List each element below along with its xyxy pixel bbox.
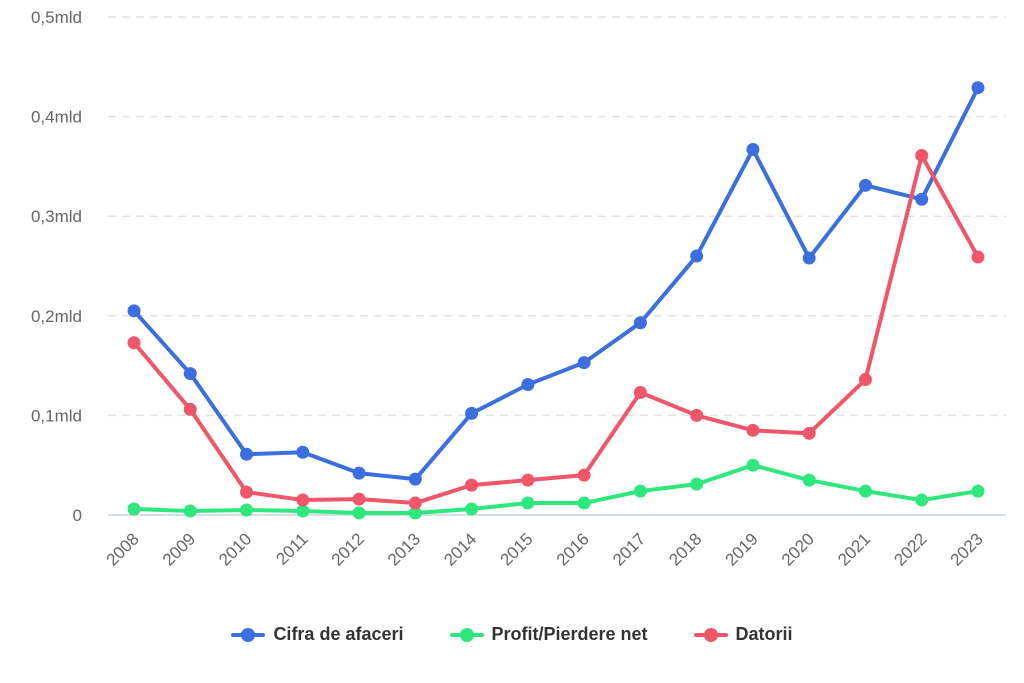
x-tick-label: 2019 xyxy=(722,529,762,569)
data-point[interactable] xyxy=(915,192,929,206)
data-point[interactable] xyxy=(240,447,254,461)
x-tick-label: 2021 xyxy=(834,529,874,569)
data-point[interactable] xyxy=(408,472,422,486)
data-point[interactable] xyxy=(746,458,760,472)
data-point[interactable] xyxy=(521,378,535,392)
series-line xyxy=(132,463,980,516)
y-tick-label: 0,5mld xyxy=(31,8,82,27)
data-point[interactable] xyxy=(240,503,254,517)
data-point[interactable] xyxy=(802,426,816,440)
data-point[interactable] xyxy=(127,336,141,350)
data-point[interactable] xyxy=(915,493,929,507)
data-point[interactable] xyxy=(802,473,816,487)
x-tick-label: 2009 xyxy=(159,529,199,569)
data-point[interactable] xyxy=(408,496,422,510)
y-tick-label: 0,2mld xyxy=(31,307,82,326)
x-tick-label: 2020 xyxy=(778,529,818,569)
data-point[interactable] xyxy=(802,251,816,265)
data-point[interactable] xyxy=(521,496,535,510)
series-datorii xyxy=(127,148,985,510)
x-tick-label: 2008 xyxy=(103,529,143,569)
data-point[interactable] xyxy=(240,485,254,499)
series-line xyxy=(132,153,980,506)
legend-label: Profit/Pierdere net xyxy=(491,624,648,644)
data-point[interactable] xyxy=(127,502,141,516)
data-point[interactable] xyxy=(296,493,310,507)
data-point[interactable] xyxy=(296,504,310,518)
data-point[interactable] xyxy=(746,142,760,156)
data-point[interactable] xyxy=(577,356,591,370)
legend-item[interactable]: Cifra de afaceri xyxy=(231,624,404,645)
data-point[interactable] xyxy=(465,406,479,420)
data-point[interactable] xyxy=(971,250,985,264)
x-tick-label: 2015 xyxy=(497,529,537,569)
x-tick-label: 2016 xyxy=(553,529,593,569)
legend-item[interactable]: Profit/Pierdere net xyxy=(449,624,648,645)
data-point[interactable] xyxy=(183,367,197,381)
x-tick-label: 2014 xyxy=(440,529,480,569)
grid-lines xyxy=(108,16,1006,516)
y-tick-label: 0,4mld xyxy=(31,108,82,127)
legend-label: Cifra de afaceri xyxy=(273,624,404,644)
data-point[interactable] xyxy=(633,484,647,498)
legend-item[interactable]: Datorii xyxy=(693,624,793,645)
data-point[interactable] xyxy=(296,445,310,459)
series-group xyxy=(127,81,985,520)
series-cifra-de-afaceri xyxy=(127,81,985,486)
x-axis-ticks: 2008 2009 2010 2011 2012 2013 2014 2015 2016 2017… xyxy=(103,529,987,569)
x-tick-label: 2012 xyxy=(328,529,368,569)
x-tick-label: 2023 xyxy=(947,529,987,569)
y-axis-ticks: 0 0,1mld 0,2mld 0,3mld 0,4mld 0,5mld xyxy=(31,8,82,525)
data-point[interactable] xyxy=(690,477,704,491)
legend: Cifra de afaceri Profit/Pierdere net Dator… xyxy=(0,624,1024,645)
data-point[interactable] xyxy=(633,385,647,399)
data-point[interactable] xyxy=(352,506,366,520)
x-tick-label: 2011 xyxy=(272,529,311,568)
x-tick-label: 2022 xyxy=(890,529,930,569)
data-point[interactable] xyxy=(465,502,479,516)
legend-marker-icon xyxy=(693,627,728,642)
x-tick-label: 2010 xyxy=(215,529,255,569)
series-profit-pierdere-net xyxy=(127,458,985,520)
data-point[interactable] xyxy=(858,373,872,387)
y-tick-label: 0 xyxy=(73,506,82,525)
data-point[interactable] xyxy=(183,402,197,416)
data-point[interactable] xyxy=(746,423,760,437)
legend-marker-icon xyxy=(231,627,266,642)
data-point[interactable] xyxy=(352,492,366,506)
data-point[interactable] xyxy=(690,249,704,263)
legend-marker-icon xyxy=(449,627,484,642)
y-tick-label: 0,1mld xyxy=(31,406,82,425)
data-point[interactable] xyxy=(183,504,197,518)
data-point[interactable] xyxy=(915,148,929,162)
y-tick-label: 0,3mld xyxy=(31,207,82,226)
data-point[interactable] xyxy=(465,478,479,492)
data-point[interactable] xyxy=(408,506,422,520)
data-point[interactable] xyxy=(690,408,704,422)
data-point[interactable] xyxy=(352,466,366,480)
x-tick-label: 2018 xyxy=(665,529,705,569)
data-point[interactable] xyxy=(521,473,535,487)
data-point[interactable] xyxy=(577,496,591,510)
data-point[interactable] xyxy=(971,484,985,498)
data-point[interactable] xyxy=(858,484,872,498)
data-point[interactable] xyxy=(577,468,591,482)
x-tick-label: 2017 xyxy=(609,529,649,569)
data-point[interactable] xyxy=(633,316,647,330)
data-point[interactable] xyxy=(971,81,985,95)
legend-label: Datorii xyxy=(735,624,793,644)
series-line xyxy=(132,85,980,482)
data-point[interactable] xyxy=(858,178,872,192)
x-tick-label: 2013 xyxy=(384,529,424,569)
data-point[interactable] xyxy=(127,304,141,318)
